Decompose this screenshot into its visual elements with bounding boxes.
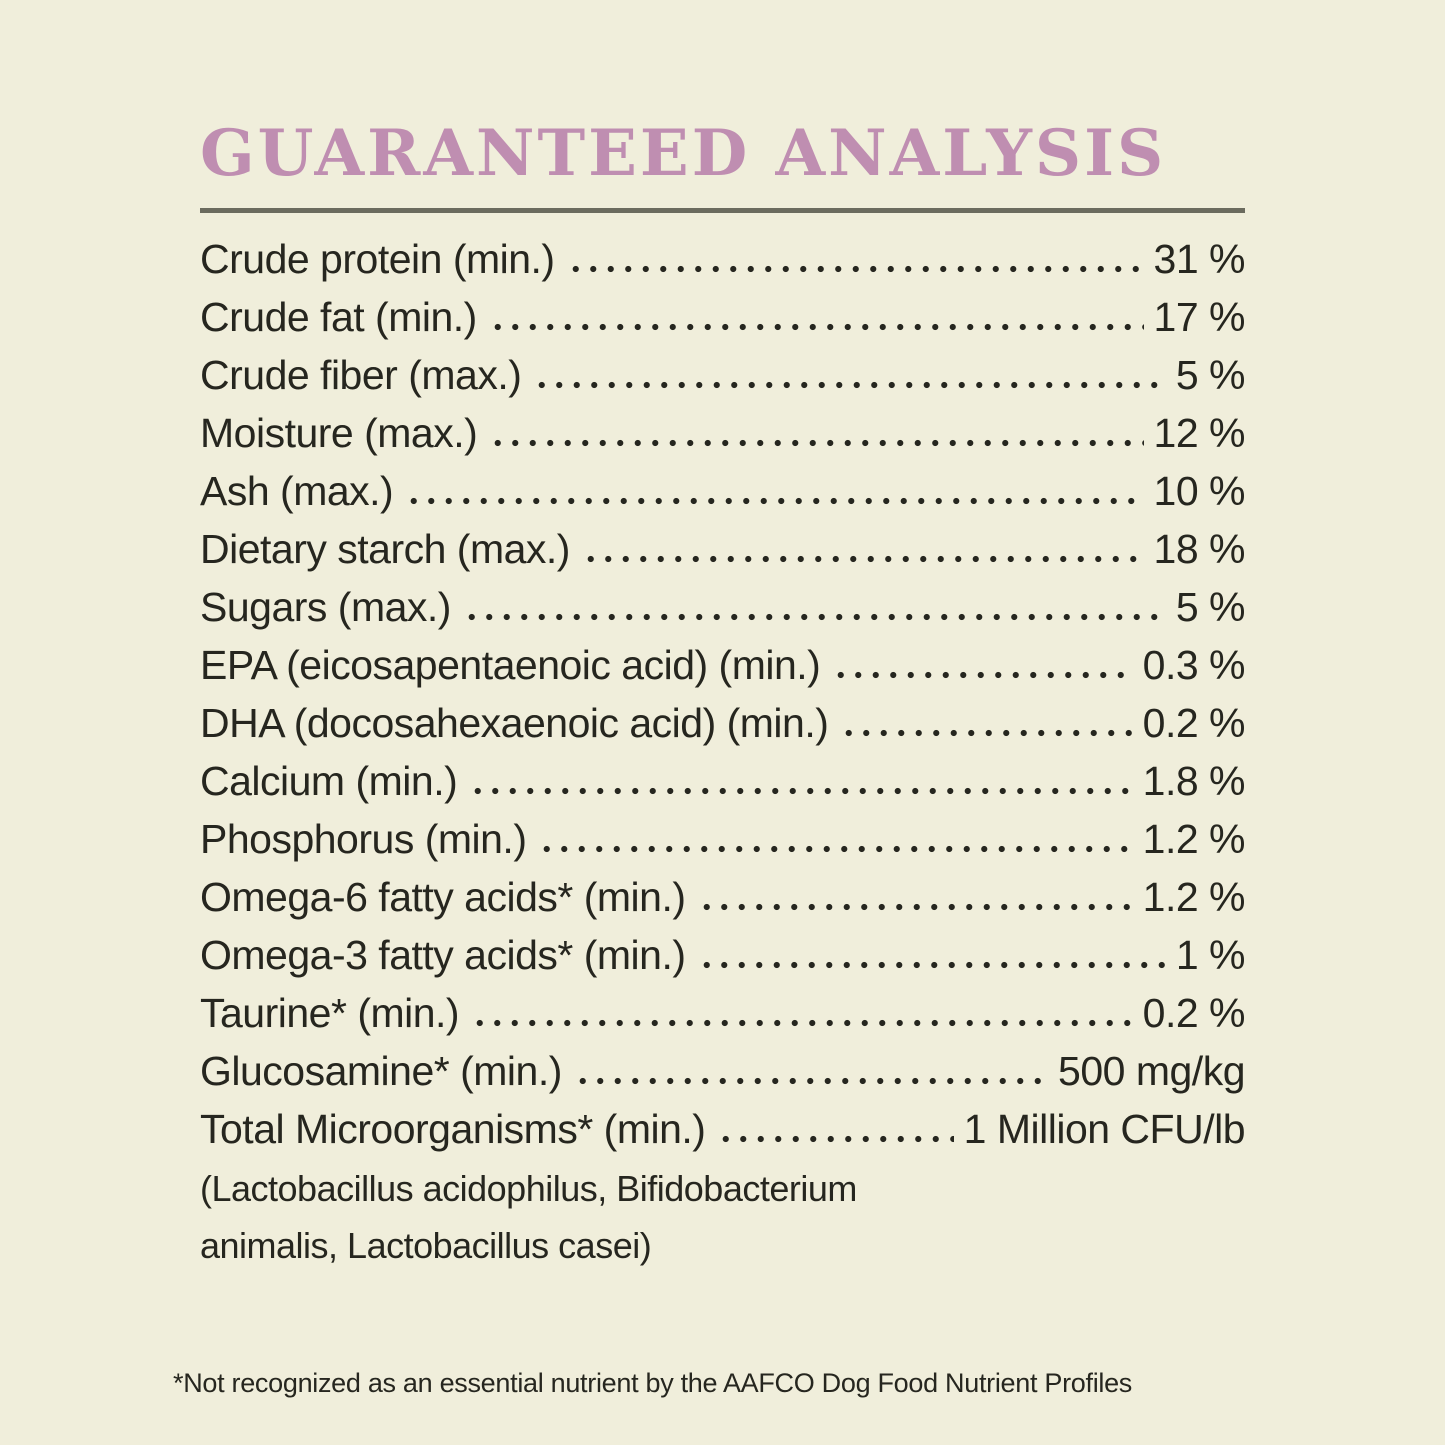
analysis-row: Ash (max.) 10 % xyxy=(200,457,1246,515)
dot-leader xyxy=(489,439,1144,447)
nutrient-label: Taurine* (min.) xyxy=(200,990,460,1036)
nutrient-value: 5 % xyxy=(1175,352,1246,398)
nutrient-value: 1.2 % xyxy=(1142,874,1246,920)
title-divider-rule xyxy=(200,208,1245,213)
dot-leader xyxy=(573,1077,1049,1085)
nutrient-value: 12 % xyxy=(1153,410,1246,456)
analysis-row: Sugars (max.) 5 % xyxy=(200,573,1246,631)
dot-leader xyxy=(538,845,1133,853)
microorganisms-species-note: (Lactobacillus acidophilus, Bifidobacter… xyxy=(200,1153,1245,1267)
aafco-footnote: *Not recognized as an essential nutrient… xyxy=(173,1368,1133,1398)
dot-leader xyxy=(488,323,1144,331)
nutrient-label: Calcium (min.) xyxy=(200,758,458,804)
nutrient-value: 31 % xyxy=(1153,236,1246,282)
nutrient-value: 0.3 % xyxy=(1142,642,1246,688)
nutrient-value: 18 % xyxy=(1153,526,1246,572)
nutrient-label: Crude fiber (max.) xyxy=(200,352,522,398)
analysis-row: Crude fiber (max.) 5 % xyxy=(200,341,1246,399)
analysis-rows: Crude protein (min.) 31 % Crude fat (min… xyxy=(200,225,1246,1153)
analysis-row: Crude protein (min.) 31 % xyxy=(200,225,1246,283)
nutrient-value: 1.8 % xyxy=(1142,758,1246,804)
analysis-row: DHA (docosahexaenoic acid) (min.) 0.2 % xyxy=(200,689,1246,747)
nutrient-label: Total Microorganisms* (min.) xyxy=(200,1106,706,1152)
nutrient-label: Omega-3 fatty acids* (min.) xyxy=(200,932,686,978)
nutrient-value: 1 Million CFU/lb xyxy=(963,1106,1246,1152)
dot-leader xyxy=(533,381,1166,389)
dot-leader xyxy=(566,265,1144,273)
nutrient-value: 1.2 % xyxy=(1142,816,1246,862)
nutrient-value: 0.2 % xyxy=(1142,990,1246,1036)
nutrient-value: 500 mg/kg xyxy=(1058,1048,1245,1094)
dot-leader xyxy=(462,613,1166,621)
species-note-line: (Lactobacillus acidophilus, Bifidobacter… xyxy=(200,1168,857,1209)
nutrient-label: Sugars (max.) xyxy=(200,584,451,630)
nutrient-value: 1 % xyxy=(1175,932,1246,978)
analysis-row: Phosphorus (min.) 1.2 % xyxy=(200,805,1246,863)
nutrient-label: Moisture (max.) xyxy=(200,410,478,456)
species-note-line: animalis, Lactobacillus casei) xyxy=(200,1225,652,1266)
dot-leader xyxy=(697,903,1133,911)
analysis-row: Calcium (min.) 1.8 % xyxy=(200,747,1246,805)
nutrient-label: Crude protein (min.) xyxy=(200,236,555,282)
dot-leader xyxy=(717,1135,954,1143)
analysis-row: EPA (eicosapentaenoic acid) (min.) 0.3 % xyxy=(200,631,1246,689)
nutrient-label: Omega-6 fatty acids* (min.) xyxy=(200,874,686,920)
analysis-row: Omega-3 fatty acids* (min.) 1 % xyxy=(200,921,1246,979)
nutrient-value: 10 % xyxy=(1153,468,1246,514)
nutrient-label: Crude fat (min.) xyxy=(200,294,477,340)
dot-leader xyxy=(469,787,1133,795)
analysis-row: Dietary starch (max.) 18 % xyxy=(200,515,1246,573)
nutrient-label: Dietary starch (max.) xyxy=(200,526,570,572)
dot-leader xyxy=(405,497,1144,505)
analysis-row: Total Microorganisms* (min.) 1 Million C… xyxy=(200,1095,1246,1153)
dot-leader xyxy=(697,961,1166,969)
panel-title: GUARANTEED ANALYSIS xyxy=(200,116,1167,191)
nutrient-value: 5 % xyxy=(1175,584,1246,630)
nutrient-value: 17 % xyxy=(1153,294,1246,340)
nutrient-label: Glucosamine* (min.) xyxy=(200,1048,562,1094)
nutrient-label: EPA (eicosapentaenoic acid) (min.) xyxy=(200,642,821,688)
dot-leader xyxy=(471,1019,1133,1027)
analysis-row: Crude fat (min.) 17 % xyxy=(200,283,1246,341)
analysis-row: Glucosamine* (min.) 500 mg/kg xyxy=(200,1037,1245,1095)
dot-leader xyxy=(581,555,1144,563)
analysis-row: Taurine* (min.) 0.2 % xyxy=(200,979,1246,1037)
dot-leader xyxy=(840,729,1133,737)
guaranteed-analysis-panel: GUARANTEED ANALYSIS Crude protein (min.)… xyxy=(200,116,1246,1267)
analysis-row: Omega-6 fatty acids* (min.) 1.2 % xyxy=(200,863,1246,921)
nutrient-value: 0.2 % xyxy=(1142,700,1246,746)
nutrient-label: Ash (max.) xyxy=(200,468,394,514)
analysis-row: Moisture (max.) 12 % xyxy=(200,399,1246,457)
nutrient-label: DHA (docosahexaenoic acid) (min.) xyxy=(200,700,829,746)
dot-leader xyxy=(832,671,1133,679)
nutrient-label: Phosphorus (min.) xyxy=(200,816,527,862)
